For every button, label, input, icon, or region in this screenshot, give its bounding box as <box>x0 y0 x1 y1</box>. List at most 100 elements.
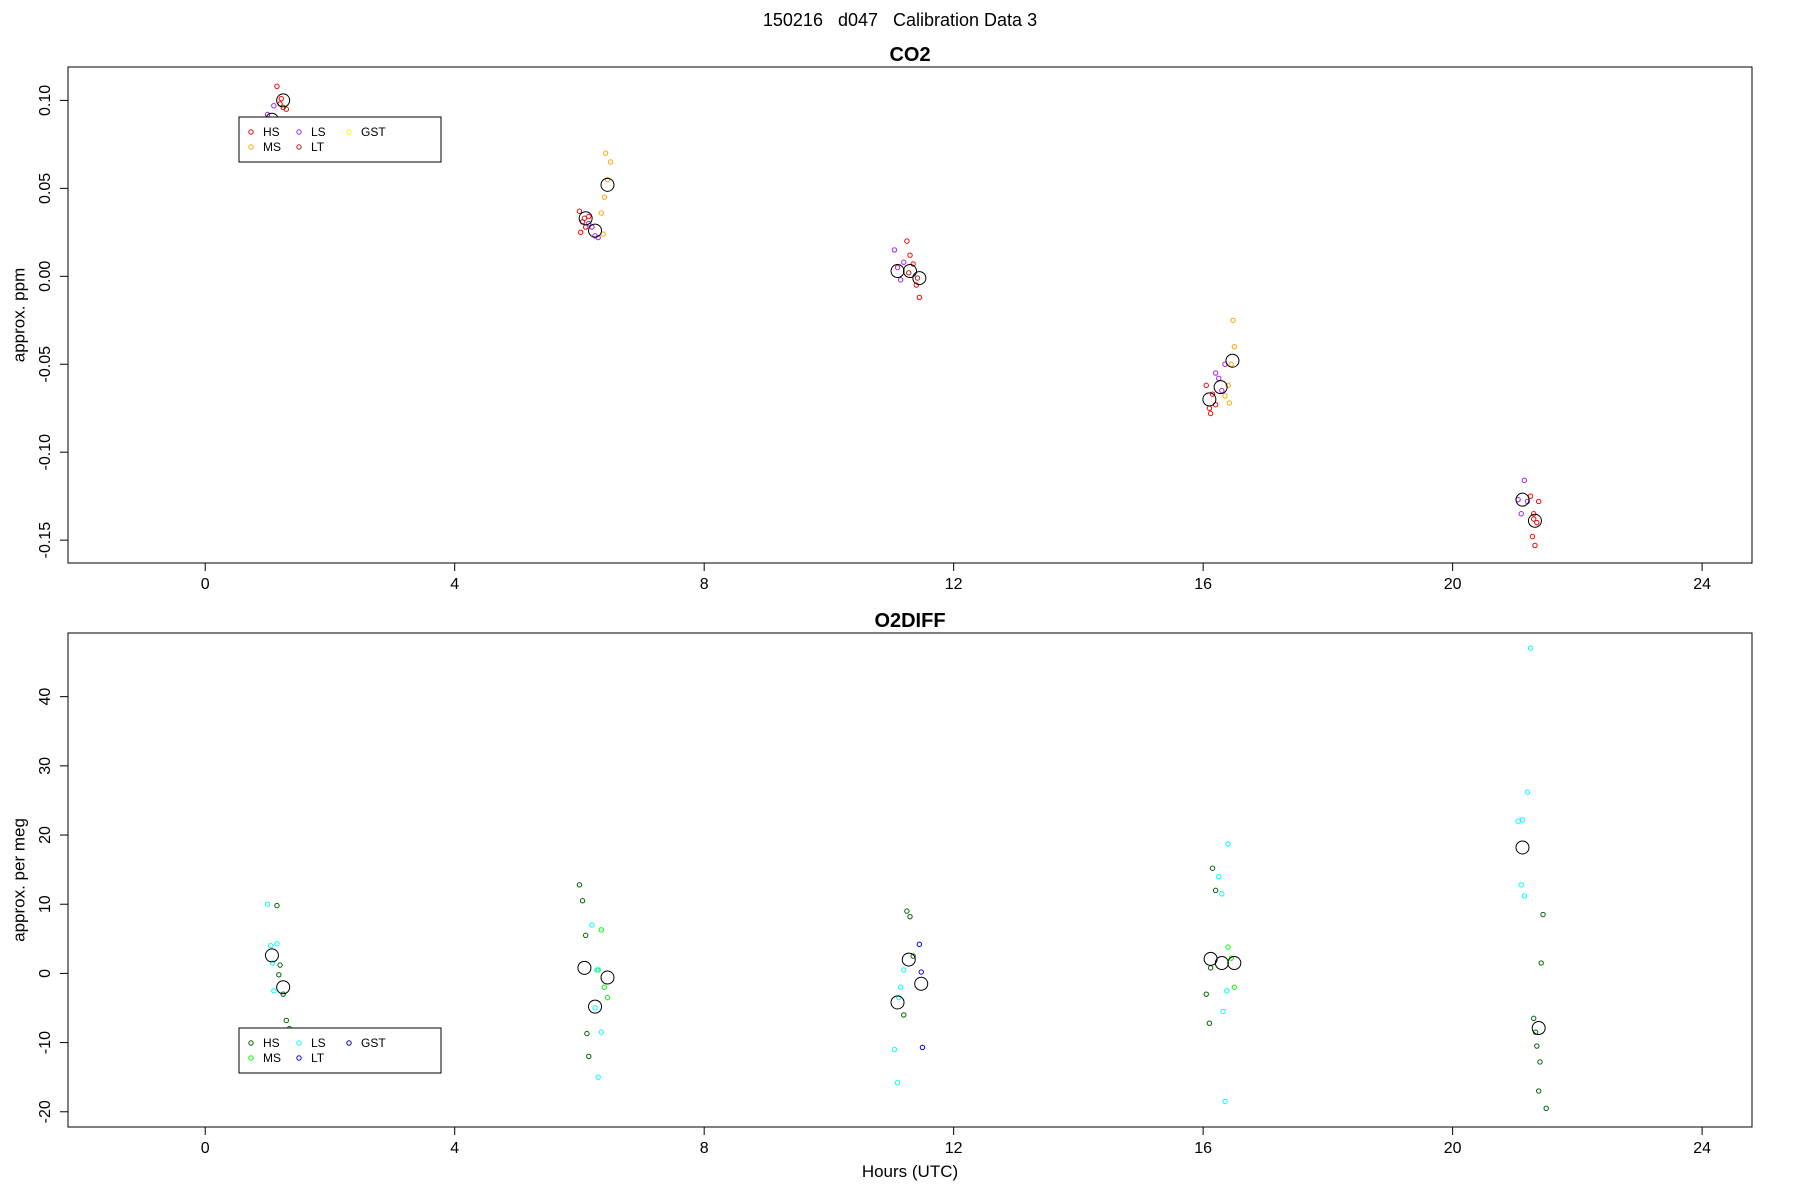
x-tick-label: 4 <box>450 1140 459 1157</box>
data-point <box>576 882 583 888</box>
mean-marker <box>912 271 927 286</box>
legend-marker <box>296 1040 302 1046</box>
data-point <box>598 1029 604 1035</box>
mean-marker <box>914 976 929 991</box>
panel-title: CO2 <box>889 44 930 66</box>
y-tick-label: 0 <box>37 969 54 978</box>
legend-label: LT <box>311 1051 325 1065</box>
data-point <box>906 270 912 276</box>
data-point <box>1519 817 1526 823</box>
data-point <box>602 150 609 156</box>
mean-marker <box>276 980 291 995</box>
mean-markers <box>264 93 1542 528</box>
data-point <box>1203 382 1209 389</box>
x-tick-label: 8 <box>700 1140 709 1157</box>
data-point <box>271 102 277 109</box>
mean-marker <box>890 264 905 279</box>
data-point <box>894 1080 901 1086</box>
legend-label: LT <box>311 140 325 154</box>
legend-marker <box>296 144 302 150</box>
data-point <box>1535 498 1542 505</box>
mean-marker <box>1515 840 1530 855</box>
data-point <box>274 940 280 947</box>
data-point <box>592 1005 598 1011</box>
data-point <box>1532 542 1538 549</box>
data-point <box>897 277 904 283</box>
data-point <box>280 991 286 997</box>
data-point <box>1537 1059 1543 1065</box>
y-tick-label: 10 <box>37 895 54 913</box>
data-point <box>1224 988 1230 994</box>
data-point <box>1207 965 1214 971</box>
mean-marker <box>1531 1021 1546 1036</box>
mean-marker <box>1515 492 1530 507</box>
series-ms <box>595 927 1238 1001</box>
data-point <box>607 159 614 165</box>
data-point <box>581 215 588 221</box>
data-point <box>601 194 608 200</box>
x-tick-label: 20 <box>1444 1140 1462 1157</box>
legend-box <box>238 1027 442 1074</box>
legend-marker <box>296 129 302 135</box>
data-point <box>1212 370 1219 376</box>
data-point <box>907 252 913 258</box>
data-point <box>586 1053 592 1060</box>
data-point <box>1228 361 1234 367</box>
data-point <box>278 95 285 102</box>
data-point <box>582 932 589 939</box>
data-point <box>598 210 604 216</box>
data-point <box>1534 519 1540 526</box>
data-point <box>1531 1015 1537 1022</box>
data-point <box>1209 865 1216 871</box>
x-tick-label: 24 <box>1693 576 1711 593</box>
data-point <box>1231 984 1238 990</box>
data-point <box>274 83 280 90</box>
x-tick-label: 20 <box>1444 576 1462 593</box>
legend-box <box>238 116 442 163</box>
data-point <box>1524 789 1531 795</box>
y-tick-label: 30 <box>37 757 54 775</box>
data-point <box>1521 477 1528 484</box>
legend-marker <box>248 129 254 135</box>
y-tick-label: 40 <box>37 688 54 706</box>
data-point <box>1222 1098 1228 1105</box>
data-point <box>1534 1043 1540 1049</box>
data-point <box>271 988 277 994</box>
data-point <box>601 984 608 990</box>
data-point <box>268 943 274 949</box>
data-point <box>264 901 271 907</box>
x-tick-label: 16 <box>1194 1140 1212 1157</box>
data-point <box>1225 841 1231 847</box>
data-point <box>891 1046 898 1053</box>
data-point <box>916 941 923 948</box>
data-point <box>276 972 282 978</box>
data-point <box>1527 645 1534 651</box>
data-point <box>904 238 910 244</box>
legend-marker <box>248 144 254 150</box>
mean-marker <box>264 948 279 963</box>
mean-marker <box>588 223 603 238</box>
data-point <box>1228 955 1234 961</box>
data-point <box>1231 343 1238 350</box>
x-axis: 0 4 8 12 16 20 24 <box>201 562 1711 593</box>
y-tick-label: 20 <box>37 826 54 844</box>
legend-label: LS <box>311 125 326 139</box>
data-point <box>283 106 289 112</box>
data-point <box>269 960 276 966</box>
series-ms <box>598 150 1238 406</box>
data-point <box>1543 1105 1549 1112</box>
data-point <box>904 908 910 914</box>
y-tick-label: -0.15 <box>37 522 54 559</box>
data-point <box>1203 991 1209 997</box>
legend-label: LS <box>311 1036 326 1050</box>
data-point <box>1220 1008 1226 1015</box>
data-point <box>1230 317 1236 323</box>
mean-marker <box>901 952 916 967</box>
x-axis: 0 4 8 12 16 20 24 <box>201 1126 1711 1157</box>
mean-marker <box>1225 353 1240 368</box>
series-lt <box>916 941 926 1051</box>
x-tick-label: 24 <box>1693 1140 1711 1157</box>
data-point <box>1538 960 1544 966</box>
